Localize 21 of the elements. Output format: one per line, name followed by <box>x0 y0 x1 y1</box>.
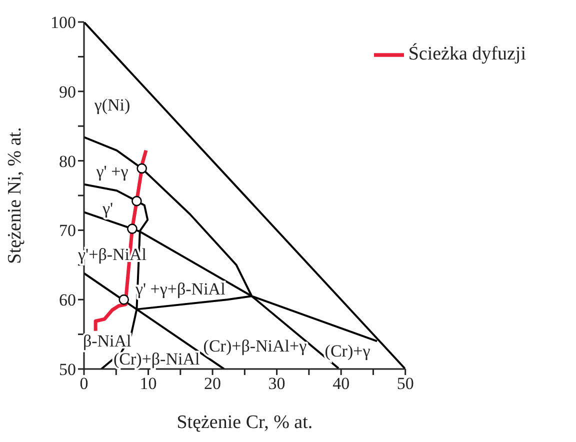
y-tick-label: 70 <box>59 221 76 240</box>
y-tick-label: 100 <box>50 13 76 32</box>
x-tick-label: 20 <box>204 374 222 394</box>
x-tick-label: 40 <box>332 374 350 394</box>
legend-label: Ścieżka dyfuzji <box>408 43 526 64</box>
x-axis-title: Stężenie Cr, % at. <box>176 412 313 433</box>
x-tick-label: 50 <box>396 374 414 394</box>
x-tick-label: 10 <box>140 374 157 394</box>
x-tick-label: 30 <box>268 374 286 394</box>
annotation: γ' +γ <box>95 162 129 182</box>
annotation: (Cr)+β-NiAl <box>114 350 200 369</box>
annotation: (Cr)+γ <box>324 341 371 360</box>
annotation: γ(Ni) <box>93 96 130 115</box>
y-tick-label: 80 <box>59 152 76 171</box>
y-tick-label: 90 <box>59 82 76 102</box>
x-tick-label: 0 <box>80 374 88 394</box>
annotation: (Cr)+β-NiAl+γ <box>203 336 308 356</box>
annotation: γ' <box>101 199 114 218</box>
y-axis-title: Stężenie Ni, % at. <box>4 127 26 264</box>
y-tick-label: 50 <box>59 360 76 380</box>
y-tick-label: 60 <box>59 290 76 310</box>
